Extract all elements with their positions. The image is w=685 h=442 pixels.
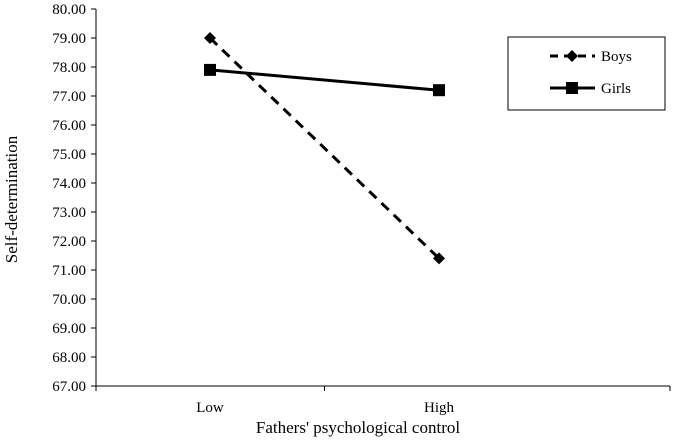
x-axis-ticks: Low High	[95, 386, 671, 416]
y-tick-label: 79.00	[52, 31, 86, 47]
series-line-boys	[208, 36, 441, 260]
y-tick-label: 76.00	[52, 118, 86, 134]
data-point-girls	[433, 84, 445, 97]
y-tick-label: 69.00	[52, 321, 86, 337]
y-tick-label: 74.00	[52, 176, 86, 192]
y-tick-label: 80.00	[52, 2, 86, 18]
y-axis-ticks: 67.00 68.00 69.00 70.00 71.00 72.00 73.00 74.00…	[52, 2, 96, 395]
x-tick-label: Low	[196, 400, 224, 416]
legend-marker-girls	[566, 82, 578, 94]
y-tick-label: 72.00	[52, 234, 86, 250]
data-point-girls	[204, 63, 216, 76]
y-tick-label: 75.00	[52, 147, 86, 163]
y-tick-label: 77.00	[52, 89, 86, 105]
data-point-boys	[204, 32, 216, 44]
x-tick-label: High	[424, 400, 455, 416]
legend-item-boys: Boys	[550, 49, 632, 65]
y-tick-label: 67.00	[52, 379, 86, 395]
legend-box	[507, 36, 666, 111]
legend-label-girls: Girls	[601, 81, 631, 97]
series-layer	[204, 32, 445, 265]
legend-marker-boys	[566, 50, 578, 62]
legend-label-boys: Boys	[601, 49, 632, 65]
x-axis-title: Fathers' psychological control	[256, 418, 460, 437]
y-tick-label: 70.00	[52, 292, 86, 308]
legend: Boys Girls	[507, 36, 666, 111]
series-line-girls	[209, 68, 440, 92]
y-axis-title: Self-determination	[2, 135, 21, 263]
y-tick-label: 78.00	[52, 60, 86, 76]
y-tick-label: 71.00	[52, 263, 86, 279]
series-boys	[204, 32, 445, 265]
y-tick-label: 68.00	[52, 350, 86, 366]
legend-item-girls: Girls	[550, 81, 631, 97]
data-point-boys	[433, 252, 445, 265]
y-tick-label: 73.00	[52, 205, 86, 221]
series-girls	[204, 63, 445, 97]
